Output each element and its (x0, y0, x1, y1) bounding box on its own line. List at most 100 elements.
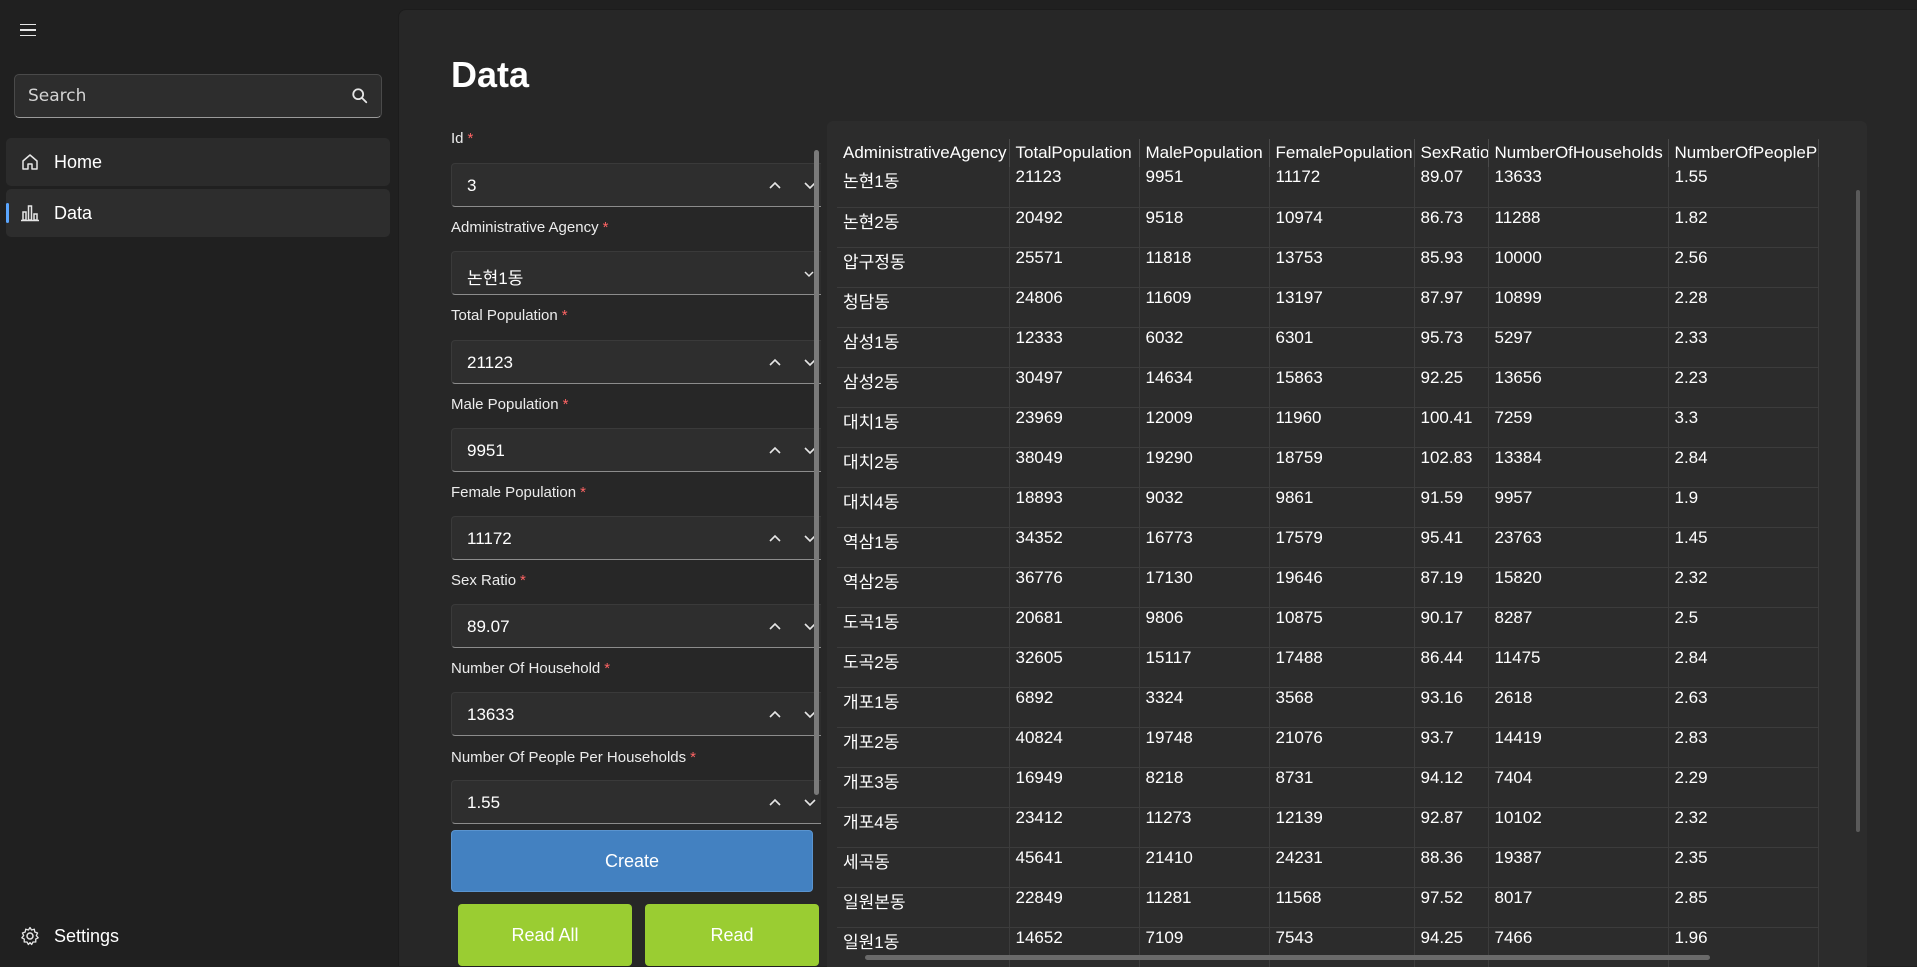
create-button[interactable]: Create (451, 830, 813, 892)
table-cell[interactable]: 2.32 (1668, 566, 1819, 607)
table-cell[interactable]: 1.55 (1668, 167, 1819, 207)
table-cell[interactable]: 88.36 (1414, 846, 1489, 887)
column-header[interactable]: FemalePopulation (1269, 139, 1415, 167)
table-cell[interactable]: 2.83 (1668, 726, 1819, 767)
table-cell[interactable]: 7466 (1488, 926, 1669, 967)
table-cell[interactable]: 7259 (1488, 406, 1669, 447)
table-cell[interactable]: 대치4동 (837, 486, 1010, 527)
table-cell[interactable]: 17130 (1139, 566, 1270, 607)
table-cell[interactable]: 7404 (1488, 766, 1669, 807)
table-row[interactable]: 도곡2동 32605 15117 17488 86.44 11475 2.84 (837, 646, 1819, 687)
chevron-down-icon[interactable] (799, 615, 821, 637)
table-cell[interactable]: 97.52 (1414, 886, 1489, 927)
table-cell[interactable]: 역삼2동 (837, 566, 1010, 607)
table-cell[interactable]: 3.3 (1668, 406, 1819, 447)
table-row[interactable]: 압구정동 25571 11818 13753 85.93 10000 2.56 (837, 246, 1819, 287)
table-cell[interactable]: 2.29 (1668, 766, 1819, 807)
table-cell[interactable]: 2.63 (1668, 686, 1819, 727)
chevron-up-icon[interactable] (764, 351, 786, 373)
table-cell[interactable]: 45641 (1009, 846, 1140, 887)
table-cell[interactable]: 11818 (1139, 246, 1270, 287)
table-cell[interactable]: 23763 (1488, 526, 1669, 567)
table-cell[interactable]: 10875 (1269, 606, 1415, 647)
table-cell[interactable]: 2.35 (1668, 846, 1819, 887)
table-cell[interactable]: 11281 (1139, 886, 1270, 927)
table-cell[interactable]: 2.56 (1668, 246, 1819, 287)
chevron-down-icon[interactable] (799, 703, 821, 725)
table-cell[interactable]: 11273 (1139, 806, 1270, 847)
form-scrollbar[interactable] (814, 150, 819, 795)
chevron-up-icon[interactable] (764, 791, 786, 813)
table-cell[interactable]: 20492 (1009, 206, 1140, 247)
number-of-household-value[interactable]: 13633 (467, 705, 515, 724)
people-per-household-value[interactable]: 1.55 (467, 793, 501, 812)
table-cell[interactable]: 90.17 (1414, 606, 1489, 647)
table-cell[interactable]: 1.82 (1668, 206, 1819, 247)
table-row[interactable]: 개포4동 23412 11273 12139 92.87 10102 2.32 (837, 806, 1819, 847)
table-cell[interactable]: 38049 (1009, 446, 1140, 487)
table-cell[interactable]: 삼성2동 (837, 366, 1010, 407)
table-row[interactable]: 개포2동 40824 19748 21076 93.7 14419 2.83 (837, 726, 1819, 767)
search-input[interactable] (15, 75, 381, 117)
table-cell[interactable]: 15863 (1269, 366, 1415, 407)
table-cell[interactable]: 삼성1동 (837, 326, 1010, 367)
table-cell[interactable]: 대치2동 (837, 446, 1010, 487)
sidebar-item-data[interactable]: Data (6, 189, 390, 237)
table-row[interactable]: 논현2동 20492 9518 10974 86.73 11288 1.82 (837, 206, 1819, 247)
table-cell[interactable]: 85.93 (1414, 246, 1489, 287)
table-cell[interactable]: 7543 (1269, 926, 1415, 967)
sex-ratio-number-box[interactable]: 89.07 (451, 604, 821, 648)
table-cell[interactable]: 압구정동 (837, 246, 1010, 287)
table-cell[interactable]: 95.41 (1414, 526, 1489, 567)
chevron-up-icon[interactable] (764, 703, 786, 725)
table-cell[interactable]: 9957 (1488, 486, 1669, 527)
table-cell[interactable]: 92.87 (1414, 806, 1489, 847)
chevron-down-icon[interactable] (799, 791, 821, 813)
table-cell[interactable]: 개포3동 (837, 766, 1010, 807)
table-row[interactable]: 도곡1동 20681 9806 10875 90.17 8287 2.5 (837, 606, 1819, 647)
table-cell[interactable]: 89.07 (1414, 167, 1489, 207)
table-cell[interactable]: 2.84 (1668, 446, 1819, 487)
table-cell[interactable]: 6032 (1139, 326, 1270, 367)
table-cell[interactable]: 11568 (1269, 886, 1415, 927)
people-per-household-number-box[interactable]: 1.55 (451, 780, 821, 824)
table-cell[interactable]: 18893 (1009, 486, 1140, 527)
table-cell[interactable]: 10102 (1488, 806, 1669, 847)
table-cell[interactable]: 6892 (1009, 686, 1140, 727)
table-row[interactable]: 논현1동 21123 9951 11172 89.07 13633 1.55 (837, 167, 1819, 207)
table-cell[interactable]: 1.45 (1668, 526, 1819, 567)
table-cell[interactable]: 24231 (1269, 846, 1415, 887)
table-cell[interactable]: 11172 (1269, 167, 1415, 207)
table-cell[interactable]: 5297 (1488, 326, 1669, 367)
table-row[interactable]: 개포1동 6892 3324 3568 93.16 2618 2.63 (837, 686, 1819, 727)
table-cell[interactable]: 21123 (1009, 167, 1140, 207)
id-value[interactable]: 3 (467, 176, 477, 195)
table-cell[interactable]: 25571 (1009, 246, 1140, 287)
chevron-down-icon[interactable] (799, 264, 819, 284)
table-cell[interactable]: 14652 (1009, 926, 1140, 967)
table-cell[interactable]: 9861 (1269, 486, 1415, 527)
table-cell[interactable]: 93.16 (1414, 686, 1489, 727)
female-population-number-box[interactable]: 11172 (451, 516, 821, 560)
search-icon[interactable] (351, 87, 369, 105)
table-cell[interactable]: 논현1동 (837, 167, 1010, 207)
chevron-down-icon[interactable] (799, 527, 821, 549)
table-cell[interactable]: 92.25 (1414, 366, 1489, 407)
table-cell[interactable]: 21076 (1269, 726, 1415, 767)
table-cell[interactable]: 2618 (1488, 686, 1669, 727)
table-cell[interactable]: 24806 (1009, 286, 1140, 327)
table-cell[interactable]: 9951 (1139, 167, 1270, 207)
table-cell[interactable]: 19290 (1139, 446, 1270, 487)
table-cell[interactable]: 32605 (1009, 646, 1140, 687)
table-cell[interactable]: 2.28 (1668, 286, 1819, 327)
table-row[interactable]: 개포3동 16949 8218 8731 94.12 7404 2.29 (837, 766, 1819, 807)
table-cell[interactable]: 2.5 (1668, 606, 1819, 647)
table-cell[interactable]: 7109 (1139, 926, 1270, 967)
table-cell[interactable]: 대치1동 (837, 406, 1010, 447)
table-cell[interactable]: 19646 (1269, 566, 1415, 607)
administrative-agency-combobox[interactable]: 논현1동 (451, 251, 821, 295)
table-cell[interactable]: 93.7 (1414, 726, 1489, 767)
table-cell[interactable]: 21410 (1139, 846, 1270, 887)
table-cell[interactable]: 3324 (1139, 686, 1270, 727)
table-cell[interactable]: 100.41 (1414, 406, 1489, 447)
